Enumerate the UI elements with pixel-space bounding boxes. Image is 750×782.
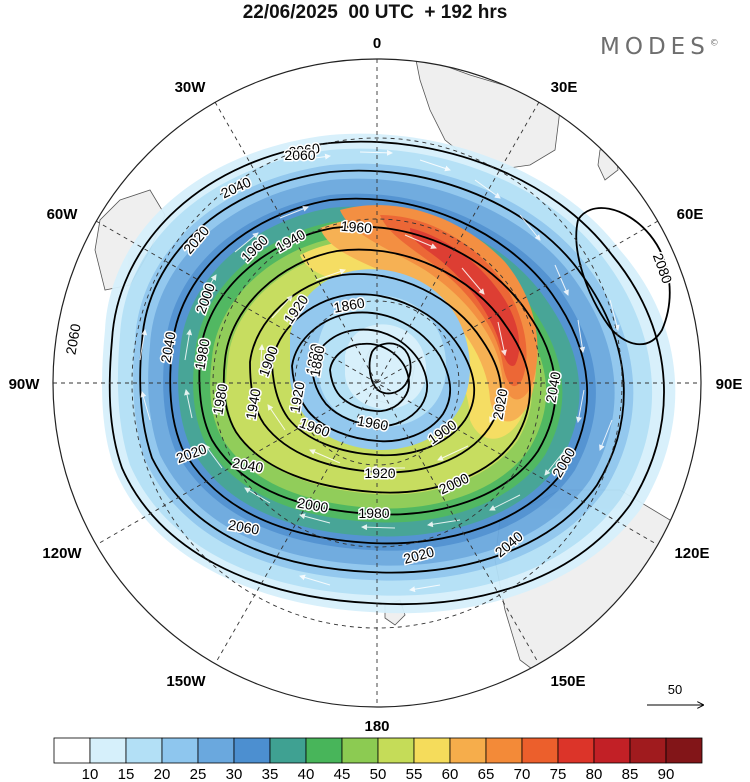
- colorbar-swatch: [53, 737, 91, 764]
- contour-2040: [139, 169, 625, 574]
- contour-1900: [311, 328, 429, 427]
- longitude-labels: 0 30E 60E 90E 120E 150E 180 150W 120W 90…: [9, 35, 743, 735]
- wind-vectors: [139, 149, 620, 593]
- lon-label-60e: 60E: [677, 206, 704, 223]
- contour-label: 2040: [542, 370, 563, 404]
- colorbar-swatch: [593, 737, 631, 764]
- contour-2020: [169, 197, 589, 545]
- lon-label-180: 180: [364, 718, 389, 735]
- colorbar-tick-label: 80: [586, 766, 603, 782]
- contour-label: 1980: [358, 505, 389, 521]
- contour-2060: [108, 140, 665, 606]
- colorbar-tick-label: 25: [190, 766, 207, 782]
- colorbar-swatch: [341, 737, 379, 764]
- contour-1940: [271, 293, 476, 457]
- colorbar-swatch: [305, 737, 343, 764]
- colorbar-swatch: [89, 737, 127, 764]
- map-canvas: [53, 59, 701, 707]
- colorbar-tick-label: 60: [442, 766, 459, 782]
- lon-label-30w: 30W: [175, 79, 207, 96]
- contour-1860: [368, 342, 412, 395]
- colorbar-swatch: [125, 737, 163, 764]
- colorbar-swatch: [269, 737, 307, 764]
- colorbar-swatch: [557, 737, 595, 764]
- lon-label-150e: 150E: [550, 673, 585, 690]
- colorbar-tick-label: 10: [82, 766, 99, 782]
- colorbar-tick-label: 20: [154, 766, 171, 782]
- colorbar-tick-label: 70: [514, 766, 531, 782]
- map-title: 22/06/2025 00 UTC + 192 hrs: [242, 2, 508, 23]
- colorbar-tick-label: 35: [262, 766, 279, 782]
- colorbar-tick-label: 50: [370, 766, 387, 782]
- colorbar-swatch: [161, 737, 199, 764]
- brand-logo: MODES©: [600, 34, 719, 60]
- lon-label-90w: 90W: [9, 376, 41, 393]
- colorbar-swatch: [233, 737, 271, 764]
- reference-vector-label: 50: [668, 682, 682, 697]
- lon-label-120w: 120W: [42, 545, 82, 562]
- contour-1880: [329, 342, 410, 413]
- band-70: [340, 205, 538, 400]
- colorbar-tick-label: 15: [118, 766, 135, 782]
- lon-label-0: 0: [373, 35, 381, 52]
- colorbar-tick-label: 90: [658, 766, 675, 782]
- contour-2000: [198, 225, 557, 516]
- copyright-mark: ©: [709, 38, 719, 49]
- lon-label-60w: 60W: [47, 206, 79, 223]
- lon-label-120e: 120E: [674, 545, 709, 562]
- contour-1920: [291, 311, 452, 443]
- colorbar-swatch: [629, 737, 667, 764]
- colorbar-swatch: [449, 737, 487, 764]
- colorbar-tick-label: 65: [478, 766, 495, 782]
- colorbar-swatch: [485, 737, 523, 764]
- contour-label: 2040: [231, 454, 265, 475]
- colorbar-tick-label: 40: [298, 766, 315, 782]
- colorbar-tick-label: 85: [622, 766, 639, 782]
- contour-label: 2000: [296, 494, 330, 515]
- colorbar-swatch: [413, 737, 451, 764]
- lon-label-30e: 30E: [551, 79, 578, 96]
- reference-vector: 50: [647, 682, 703, 705]
- height-contours: [108, 140, 671, 606]
- contour-2080: [575, 207, 671, 346]
- contour-label: 1960: [340, 218, 373, 237]
- graticule: [53, 59, 701, 707]
- colorbar-tick-label: 45: [334, 766, 351, 782]
- contour-label: 1920: [364, 465, 395, 481]
- colorbar-tick-label: 30: [226, 766, 243, 782]
- colorbar-swatch: [521, 737, 559, 764]
- colorbar-swatch: [377, 737, 415, 764]
- lon-label-90e: 90E: [716, 376, 743, 393]
- contour-1960: [249, 273, 502, 474]
- colorbar-swatch: [665, 737, 703, 764]
- colorbar-tick-label: 75: [550, 766, 567, 782]
- contour-label: 2060: [288, 140, 321, 160]
- map-boundary: [52, 58, 702, 708]
- colorbar: 10 15 20 25 30 35 40 45 50 55 60 65 70 75 80 85 90: [53, 737, 703, 782]
- brand-name: MODES: [600, 34, 710, 60]
- lon-label-150w: 150W: [166, 673, 206, 690]
- colorbar-tick-label: 55: [406, 766, 423, 782]
- wind-speed-shading: [102, 133, 676, 614]
- contour-label: 2060: [284, 147, 315, 163]
- colorbar-swatch: [197, 737, 235, 764]
